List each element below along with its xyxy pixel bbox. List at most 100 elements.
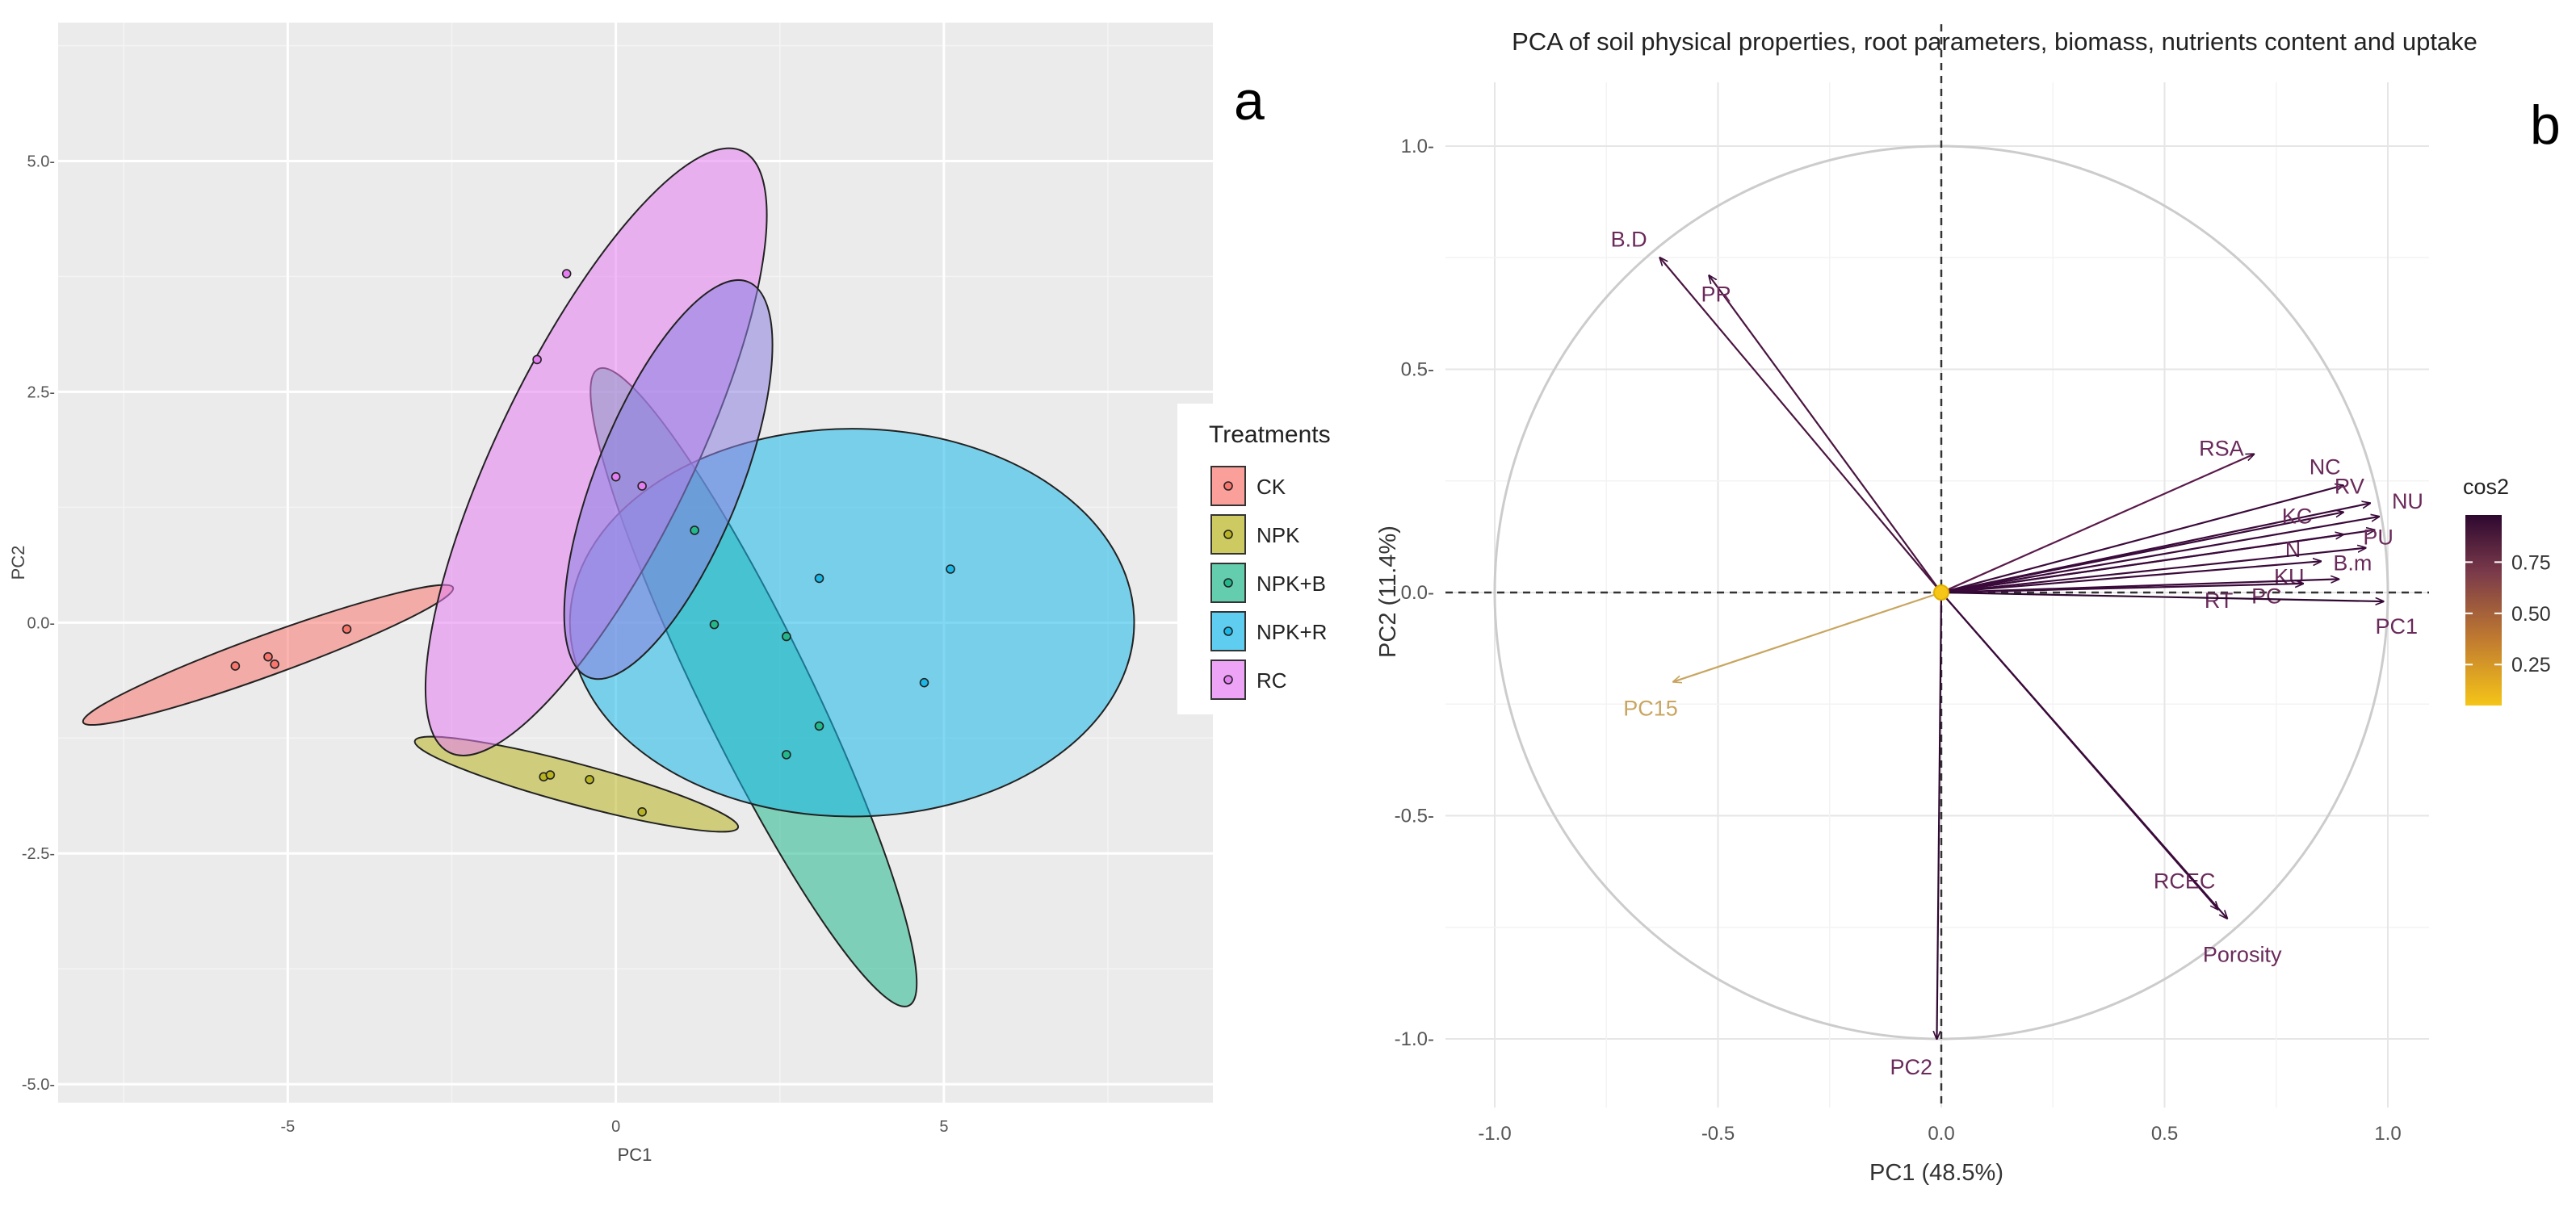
data-point-npk-b bbox=[814, 721, 824, 731]
legend-key-dot bbox=[1223, 530, 1233, 539]
legend-key-dot bbox=[1223, 675, 1233, 685]
data-point-npk-b bbox=[709, 619, 720, 630]
data-point-npk bbox=[545, 770, 556, 780]
vector-label-rsa: RSA bbox=[2199, 437, 2244, 461]
y-tick-label: -2.5- bbox=[22, 845, 55, 863]
colorbar-gradient bbox=[2465, 515, 2502, 706]
vector-arrow-pc bbox=[1940, 579, 2339, 594]
legend-key-dot bbox=[1223, 626, 1233, 636]
legend-key-dot bbox=[1223, 578, 1233, 588]
panel-a-points bbox=[230, 269, 955, 817]
panel-b-x-axis-label: PC1 (48.5%) bbox=[1869, 1160, 2003, 1186]
data-point-npk bbox=[585, 774, 594, 785]
vector-label-nu: NU bbox=[2392, 489, 2423, 513]
y-tick-label: 0.0- bbox=[1401, 582, 1434, 604]
panel-b-ticks: -1.0 -0.5 0.0 0.5 1.0 -1.0- -0.5- 0.0- 0.5- 1.0- bbox=[1395, 136, 2402, 1145]
legend-key bbox=[1210, 466, 1246, 506]
vector-label-nc: NC bbox=[2310, 454, 2341, 479]
data-point-rc bbox=[561, 269, 572, 278]
legend-entry-label: NPK+R bbox=[1257, 620, 1327, 644]
panel-b-y-axis-label: PC2 (11.4%) bbox=[1375, 526, 1401, 658]
data-point-npk-r bbox=[919, 677, 929, 688]
vector-arrow-pr bbox=[1709, 275, 1942, 593]
panel-a-ticks: -5 0 5 -5.0- -2.5- 0.0- 2.5- 5.0- bbox=[22, 153, 949, 1136]
panel-b-title: PCA of soil physical properties, root pa… bbox=[1512, 27, 2477, 56]
vector-label-pu: PU bbox=[2363, 526, 2393, 550]
vector-arrow-n bbox=[1940, 534, 2343, 594]
vector-label-pr: PR bbox=[1701, 282, 1731, 306]
legend-background bbox=[1177, 404, 1324, 714]
legend-title: Treatments bbox=[1209, 421, 1331, 448]
panel-a-y-axis-label: PC2 bbox=[8, 546, 28, 580]
vector-label-pc: PC bbox=[2251, 584, 2282, 608]
vector-label-porosity: Porosity bbox=[2203, 943, 2282, 967]
vector-label-rcec: RCEC bbox=[2154, 869, 2216, 894]
legend-key bbox=[1210, 514, 1246, 555]
x-tick-label: 0.5 bbox=[2151, 1123, 2178, 1145]
panel-a-label: a bbox=[1234, 70, 1265, 132]
data-point-npk-b bbox=[782, 631, 791, 642]
data-point-ck bbox=[263, 651, 273, 662]
vector-label-pc15: PC15 bbox=[1623, 697, 1678, 721]
y-tick-label: 0.5- bbox=[1401, 359, 1434, 381]
y-tick-label: 0.0- bbox=[27, 614, 55, 632]
origin-marker bbox=[1933, 584, 1949, 601]
data-point-npk-r bbox=[814, 573, 824, 584]
colorbar-tick-label: 0.50 bbox=[2511, 603, 2551, 626]
colorbar-tick-label: 0.75 bbox=[2511, 551, 2551, 574]
y-tick-label: -0.5- bbox=[1395, 806, 1434, 827]
vector-label-pc2: PC2 bbox=[1890, 1055, 1932, 1079]
data-point-npk-b bbox=[690, 526, 699, 535]
panel-b-label: b bbox=[2530, 94, 2561, 156]
vector-arrow-pc2 bbox=[1936, 592, 1943, 1039]
y-tick-label: -5.0- bbox=[22, 1076, 55, 1094]
ellipse-npk bbox=[413, 735, 740, 833]
vector-arrow-rsa bbox=[1940, 454, 2254, 594]
data-point-npk bbox=[637, 806, 647, 817]
legend-key-dot bbox=[1223, 481, 1233, 491]
cos2-colorbar: cos2 0.25 0.50 0.75 bbox=[2463, 475, 2551, 706]
vector-arrow-kc bbox=[1940, 512, 2343, 594]
panel-a-chart: -5 0 5 -5.0- -2.5- 0.0- 2.5- 5.0- PC1 PC2 a Tre… bbox=[8, 23, 1331, 1165]
vector-label-kc: KC bbox=[2282, 504, 2313, 528]
vector-arrow-b-d bbox=[1660, 258, 1942, 593]
y-tick-label: 2.5- bbox=[27, 383, 55, 401]
vector-label-b-m: B.m bbox=[2333, 551, 2372, 576]
x-tick-label: 1.0 bbox=[2374, 1123, 2401, 1145]
data-point-rc bbox=[532, 354, 542, 365]
data-point-ck bbox=[230, 661, 241, 671]
data-point-ck bbox=[270, 659, 279, 669]
x-tick-label: -0.5 bbox=[1701, 1123, 1735, 1145]
panel-b-chart: PCA of soil physical properties, root pa… bbox=[1375, 24, 2561, 1186]
legend-entry-label: RC bbox=[1257, 668, 1287, 693]
panel-a-legend: Treatments CK NPK NPK+B NPK+R RC bbox=[1177, 404, 1331, 714]
vector-label-pc1: PC1 bbox=[2375, 614, 2418, 639]
vector-arrow-pc1 bbox=[1940, 591, 2383, 601]
vector-arrow-ku bbox=[1940, 561, 2321, 594]
vector-label-rt: RT bbox=[2205, 588, 2234, 613]
vector-arrow-pc15 bbox=[1673, 591, 1942, 682]
legend-entry-label: NPK bbox=[1257, 523, 1300, 547]
panel-a-ellipses bbox=[82, 147, 1135, 1007]
vector-arrow-b-m bbox=[1940, 548, 2365, 594]
ellipse-overlap-inner bbox=[563, 278, 774, 680]
vector-arrow-nu bbox=[1940, 517, 2379, 594]
data-point-npk-b bbox=[782, 750, 791, 760]
panel-a-x-axis-label: PC1 bbox=[618, 1145, 652, 1165]
vector-arrow-porosity bbox=[1940, 592, 2227, 919]
colorbar-title: cos2 bbox=[2463, 475, 2509, 499]
x-tick-label: -1.0 bbox=[1478, 1123, 1511, 1145]
legend-entry-label: CK bbox=[1257, 475, 1286, 499]
x-tick-label: -5 bbox=[280, 1118, 295, 1136]
data-point-npk-r bbox=[946, 564, 955, 574]
data-point-ck bbox=[342, 624, 352, 634]
x-tick-label: 0.0 bbox=[1928, 1123, 1954, 1145]
vector-label-b-d: B.D bbox=[1611, 227, 1647, 251]
vector-label-n: N bbox=[2285, 538, 2301, 562]
colorbar-tick-label: 0.25 bbox=[2511, 654, 2551, 676]
vector-arrow-nc bbox=[1940, 485, 2343, 594]
x-tick-label: 0 bbox=[611, 1118, 620, 1136]
x-tick-label: 5 bbox=[939, 1118, 948, 1136]
